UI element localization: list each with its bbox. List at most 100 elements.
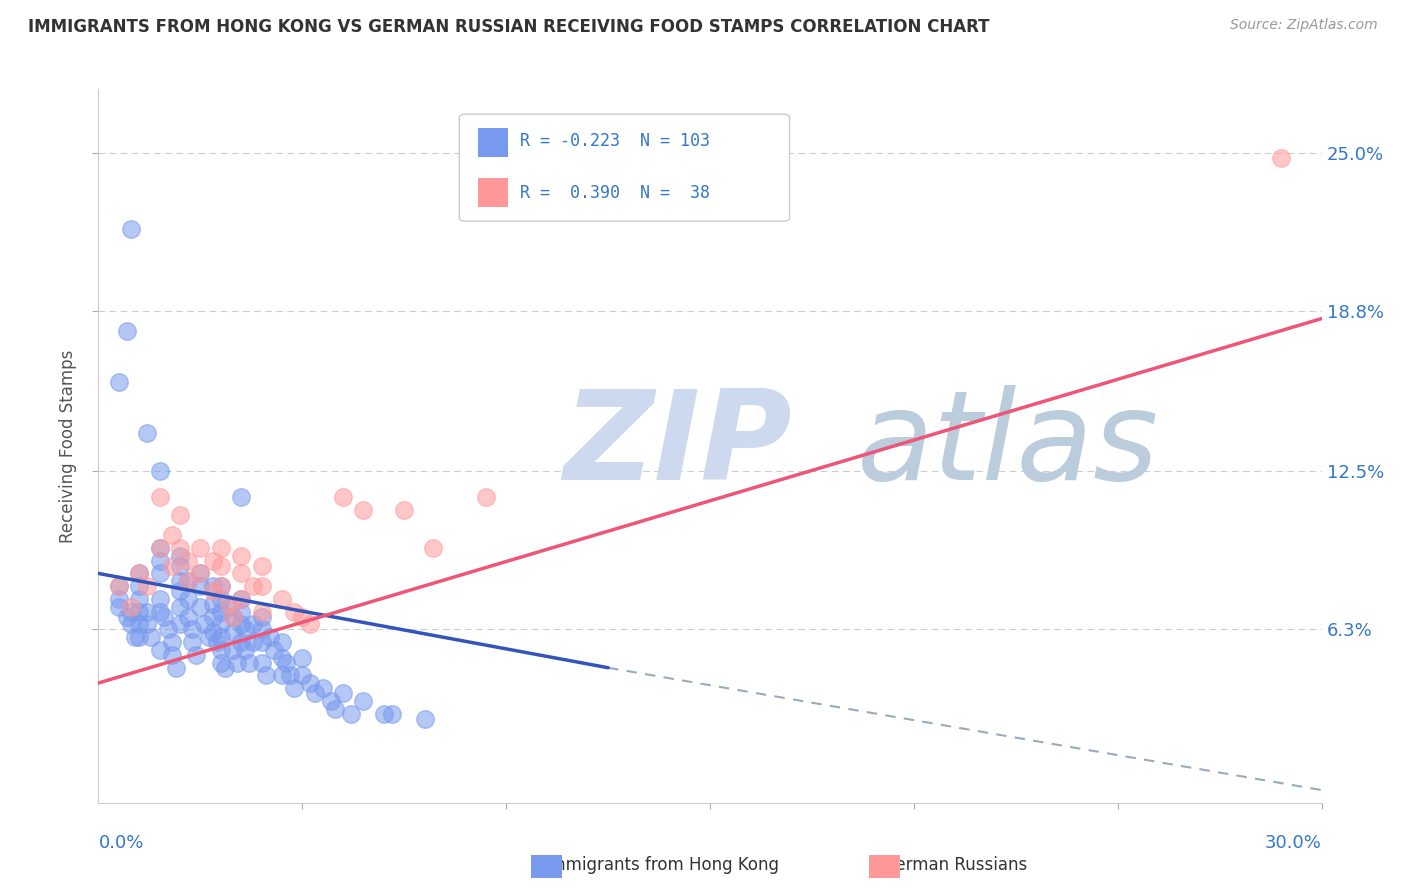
Point <box>193 617 215 632</box>
Point <box>136 617 159 632</box>
Point <box>283 605 305 619</box>
Point <box>332 490 354 504</box>
Point <box>250 656 273 670</box>
Point <box>169 617 191 632</box>
Point <box>136 426 159 441</box>
Y-axis label: Receiving Food Stamps: Receiving Food Stamps <box>59 350 77 542</box>
Text: ZIP: ZIP <box>564 385 792 507</box>
Point <box>209 630 232 644</box>
Point <box>218 597 240 611</box>
Point <box>197 630 219 644</box>
Point <box>188 541 212 555</box>
Point <box>201 597 224 611</box>
Point <box>169 574 191 588</box>
Point <box>231 490 253 504</box>
Point <box>222 609 245 624</box>
Point <box>274 656 297 670</box>
Point <box>231 566 253 581</box>
Point <box>177 574 200 588</box>
Point <box>1270 151 1292 165</box>
Text: German Russians: German Russians <box>872 856 1026 874</box>
Point <box>304 686 326 700</box>
Point <box>278 668 301 682</box>
Point <box>222 625 245 640</box>
Point <box>149 490 172 504</box>
Point <box>209 591 232 606</box>
Point <box>120 222 142 236</box>
Point <box>149 554 172 568</box>
Point <box>270 650 294 665</box>
Point <box>381 706 404 721</box>
Point <box>242 635 264 649</box>
Point <box>332 686 354 700</box>
Point <box>201 609 224 624</box>
Point <box>222 609 245 624</box>
Point <box>231 617 253 632</box>
Point <box>209 558 232 573</box>
Point <box>291 668 314 682</box>
Point <box>299 617 322 632</box>
Point <box>160 635 183 649</box>
Point <box>108 579 131 593</box>
Point <box>169 599 191 614</box>
Point <box>231 549 253 563</box>
Point <box>160 558 183 573</box>
Point <box>149 591 172 606</box>
Point <box>231 605 253 619</box>
Point <box>141 630 163 644</box>
Point <box>108 579 131 593</box>
Point <box>242 579 264 593</box>
Text: atlas: atlas <box>856 385 1159 507</box>
Point <box>270 635 294 649</box>
Point <box>115 609 138 624</box>
Text: IMMIGRANTS FROM HONG KONG VS GERMAN RUSSIAN RECEIVING FOOD STAMPS CORRELATION CH: IMMIGRANTS FROM HONG KONG VS GERMAN RUSS… <box>28 18 990 36</box>
Point <box>270 668 294 682</box>
Point <box>108 376 131 390</box>
Point <box>209 643 232 657</box>
Point <box>149 605 172 619</box>
Point <box>231 591 253 606</box>
Point <box>413 712 436 726</box>
Point <box>340 706 363 721</box>
Point <box>169 508 191 522</box>
Point <box>250 558 273 573</box>
Point <box>233 643 256 657</box>
Point <box>352 502 374 516</box>
Point <box>128 579 150 593</box>
Point <box>205 635 228 649</box>
Point <box>181 635 204 649</box>
Point <box>474 490 498 504</box>
Point <box>120 617 142 632</box>
Bar <box>478 178 508 207</box>
Point <box>352 694 374 708</box>
Point <box>149 643 172 657</box>
Point <box>209 605 232 619</box>
Point <box>209 579 232 593</box>
Point <box>186 648 208 662</box>
Point <box>152 609 174 624</box>
Point <box>209 579 232 593</box>
Point <box>128 630 150 644</box>
Bar <box>478 128 508 157</box>
Point <box>263 643 285 657</box>
Point <box>188 579 212 593</box>
Point <box>201 625 224 640</box>
Point <box>149 566 172 581</box>
Point <box>231 635 253 649</box>
Point <box>312 681 335 695</box>
Point <box>291 650 314 665</box>
Point <box>250 609 273 624</box>
Point <box>283 681 305 695</box>
Point <box>120 599 142 614</box>
Point <box>254 668 277 682</box>
Point <box>149 541 172 555</box>
Point <box>201 579 224 593</box>
Text: 30.0%: 30.0% <box>1265 834 1322 852</box>
Point <box>128 605 150 619</box>
Point <box>165 661 187 675</box>
Point <box>124 630 146 644</box>
Point <box>136 605 159 619</box>
Point <box>160 648 183 662</box>
Point <box>201 584 224 599</box>
Point <box>214 661 236 675</box>
